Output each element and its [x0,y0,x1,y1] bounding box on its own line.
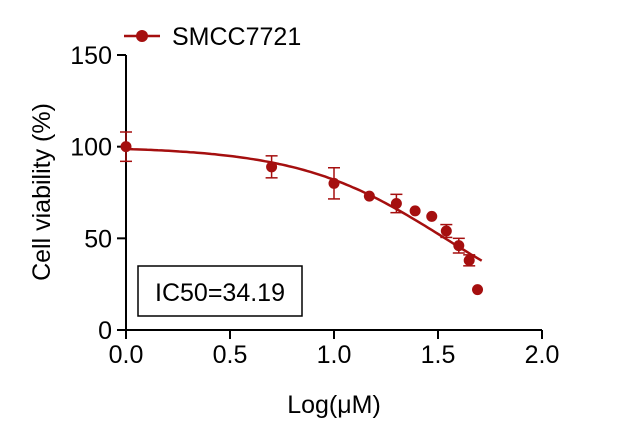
legend-label: SMCC7721 [172,23,301,51]
data-point [328,177,340,189]
x-tick-label: 1.0 [317,341,352,369]
ic50-annotation-box: IC50=34.19 [137,265,303,317]
fit-curve [125,147,483,262]
legend: SMCC7721 [124,23,301,51]
data-point [363,190,375,202]
axes: 0.0 0.5 1.0 1.5 2.0 0 50 100 150 [70,42,559,369]
data-point [426,210,438,222]
x-tick-label: 0.0 [109,341,144,369]
legend-dot-marker [136,30,148,42]
y-tick-label: 50 [84,225,112,253]
data-point [440,225,452,237]
ic50-annotation: IC50=34.19 [155,279,285,307]
y-tick-label: 0 [98,317,112,345]
data-point [453,240,465,252]
y-axis-label: Cell viability (%) [28,103,56,281]
x-tick-label: 2.0 [525,341,560,369]
data-point [120,141,132,153]
x-tick-label: 0.5 [213,341,248,369]
data-point [390,198,402,209]
x-axis-label: Log(μM) [287,391,381,419]
marks [120,131,484,296]
data-point [409,205,421,217]
data-point [266,161,278,173]
y-tick-label: 100 [70,134,112,162]
y-tick-label: 150 [70,42,112,70]
x-tick-label: 1.5 [421,341,456,369]
data-point [472,284,484,296]
data-point [463,254,475,266]
